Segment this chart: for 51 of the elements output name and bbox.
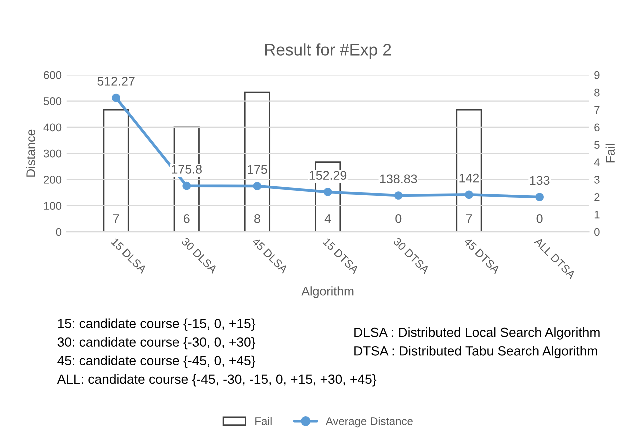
- data-label: 7: [113, 214, 120, 224]
- data-label: 133: [530, 176, 550, 186]
- y-tick-label: 300: [44, 150, 62, 158]
- text: 15: candidate course {-15, 0, +15}: [58, 318, 256, 332]
- y2-tick-label: 6: [594, 124, 600, 132]
- bar: [103, 109, 130, 232]
- data-label: 142: [460, 174, 480, 183]
- text: 30: candidate course {-30, 0, +30}: [58, 337, 256, 350]
- data-label: 138.83: [380, 174, 418, 184]
- legend-label: Average Distance: [326, 417, 413, 428]
- y2-tick-label: 8: [594, 88, 600, 97]
- y2-axis-title: Fail: [606, 144, 615, 163]
- point: [112, 94, 120, 102]
- data-label: 175.8: [172, 165, 202, 174]
- point: [536, 193, 544, 202]
- y2-tick-label: 1: [594, 210, 600, 219]
- text: 45: candidate course {-45, 0, +45}: [58, 356, 256, 368]
- data-label: 8: [254, 214, 260, 224]
- y-tick-label: 100: [44, 202, 62, 210]
- data-label: 4: [324, 214, 332, 224]
- point: [253, 182, 262, 190]
- point: [394, 192, 403, 200]
- y2-tick-label: 7: [594, 106, 600, 114]
- data-label: 6: [184, 214, 190, 224]
- point: [324, 188, 332, 196]
- point: [465, 190, 474, 200]
- data-label: 175: [248, 165, 268, 174]
- y2-tick-label: 0: [594, 228, 600, 236]
- legend-label: Fail: [256, 417, 272, 426]
- y-tick-label: 0: [56, 228, 62, 236]
- data-label: 0: [536, 214, 543, 224]
- y-tick-label: 500: [44, 98, 62, 106]
- text: DLSA : Distributed Local Search Algorithm: [354, 328, 600, 340]
- text: ALL: candidate course {-45, -30, -15, 0, +15, +30, +45}: [57, 374, 377, 387]
- y-tick-label: 400: [44, 124, 62, 132]
- y-tick-label: 600: [44, 71, 62, 80]
- chart-title: Result for #Exp 2: [266, 44, 392, 60]
- data-label: 7: [466, 214, 472, 224]
- data-label: 152.29: [310, 171, 347, 180]
- text: DTSA : Distributed Tabu Search Algorithm: [354, 346, 598, 358]
- y-axis-title: Distance: [26, 130, 36, 177]
- data-label: 512.27: [98, 77, 135, 86]
- data-label: 0: [396, 214, 402, 224]
- y2-tick-label: 3: [594, 176, 600, 184]
- y-tick-label: 200: [44, 176, 62, 184]
- y2-tick-label: 2: [594, 193, 600, 202]
- point: [182, 182, 192, 190]
- y2-tick-label: 5: [594, 141, 600, 150]
- y2-tick-label: 9: [594, 71, 600, 80]
- x-axis-title: Algorithm: [302, 286, 354, 298]
- y2-tick-label: 4: [594, 158, 600, 166]
